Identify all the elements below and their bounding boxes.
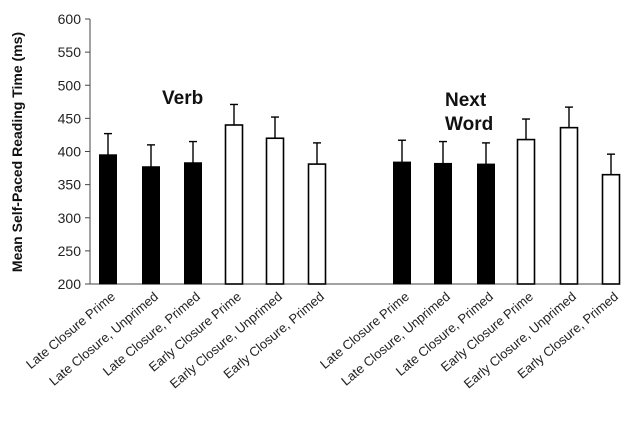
bar: [601, 173, 621, 285]
bar: [393, 161, 411, 285]
group-label: Verb: [162, 88, 203, 109]
bar: [184, 162, 202, 285]
bar: [265, 137, 285, 285]
bar: [516, 138, 536, 285]
bar: [99, 154, 117, 285]
y-tick-label: 450: [58, 110, 82, 126]
group-label: Next: [445, 90, 487, 111]
y-tick-label: 200: [58, 276, 82, 292]
y-tick-label: 500: [58, 77, 82, 93]
bar: [307, 163, 327, 285]
group-labels: Verb Next Word: [162, 88, 493, 135]
y-axis-label: Mean Self-Paced Reading Time (ms): [9, 32, 25, 272]
bar: [224, 124, 244, 285]
y-tick-label: 400: [58, 144, 82, 160]
bar: [142, 166, 160, 285]
bar: [559, 126, 579, 285]
bar: [477, 163, 495, 285]
bars: [99, 103, 621, 285]
y-tick-label: 350: [58, 177, 82, 193]
group-label: Word: [445, 114, 493, 135]
y-ticks: 200 250 300 350 400 450 500 550 600: [58, 11, 90, 292]
y-tick-label: 250: [58, 243, 82, 259]
y-tick-label: 550: [58, 44, 82, 60]
bar: [434, 162, 452, 285]
y-tick-label: 600: [58, 11, 82, 27]
y-tick-label: 300: [58, 210, 82, 226]
